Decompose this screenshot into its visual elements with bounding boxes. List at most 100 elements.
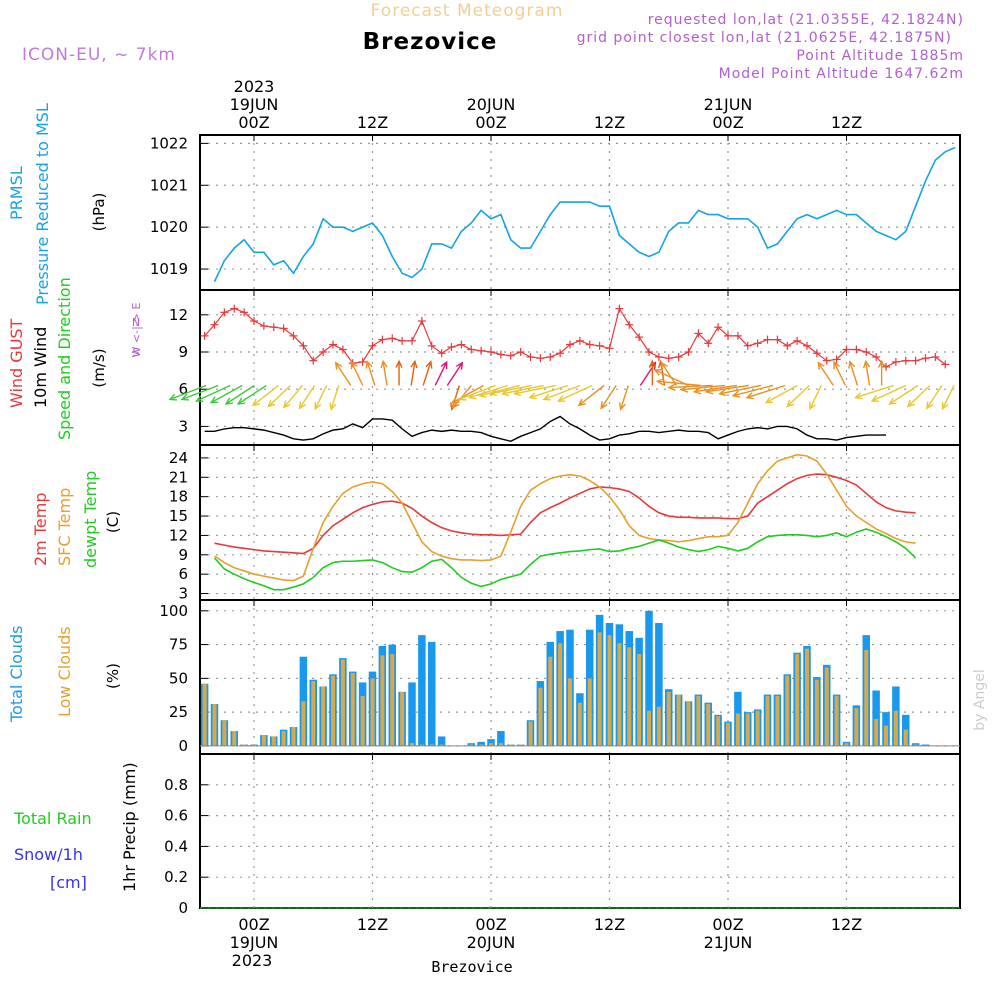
low-cloud-bar [212,704,217,746]
wind-arrow-head [667,383,676,391]
wind-arrow-head [528,392,537,400]
wind-arrow-head [329,402,337,411]
low-cloud-bar [518,744,523,746]
total-cloud-bar [921,744,930,746]
wind-arrow-head [298,401,306,410]
wind-arrow-head [512,388,522,397]
panel-precip: 0 0.2 0.4 0.6 0.8 Total Rain Snow/1h [cm] 1hr Pr… [13,753,961,917]
low-cloud-bar [735,713,740,746]
wind-arrow-head [314,401,322,411]
wind-arrow [169,384,207,401]
low-cloud-bar [400,691,405,746]
total-cloud-bar [655,622,663,746]
wind-arrow [694,384,737,393]
compass-n: N [132,316,140,329]
bottom-year-label: 2023 [232,951,273,970]
wind-arrow-head [440,360,448,370]
low-cloud-bar [331,675,335,746]
wind-arrow-head [848,360,856,369]
low-cloud-bar [617,643,622,746]
wind-arrow-head [168,393,177,401]
wind-arrow-head [180,393,190,401]
low-cloud-bar [893,710,898,746]
wind-arrow [196,384,231,402]
wind-direction-label: Speed and Direction [55,277,74,440]
info-altitude: Point Altitude 1885m [796,48,964,64]
wind-arrow-head [194,395,204,402]
y-tick-label: 24 [169,449,188,467]
y-tick-label: 6 [178,380,188,398]
wind-arrow-head [941,401,949,411]
wind-arrow-head [653,369,662,376]
bottom-tick-label: 12Z [831,915,862,934]
low-cloud-bar [410,743,414,746]
top-tick-label: 00Z [475,113,506,132]
low-cloud-bar [321,686,326,746]
wind-arrow [558,384,593,402]
wind-arrow [350,361,364,386]
panel-clouds: 0 25 50 75 100 Total Clouds Low Clouds (%) [7,599,961,755]
y-tick-label: 9 [178,546,188,564]
footer-location: Brezovice [431,958,512,976]
y-tick-label: 0.4 [164,837,188,855]
compass-we: W <-|-> E [130,303,143,358]
low-cloud-bar [232,731,237,746]
dewpt-line [213,528,917,591]
y-tick-label: 1021 [150,176,188,194]
bottom-tick-label: 00Z [238,915,269,934]
wind-arrow [298,385,316,409]
wind-arrow-head [600,401,608,410]
wind-arrow-head [863,359,871,369]
low-cloud-bar [301,701,306,746]
total-cloud-bar [428,641,436,746]
wind-arrow [283,385,304,408]
wind-arrow-head [906,399,915,408]
total-cloud-bar [437,736,446,746]
wind-arrow [746,384,786,399]
bottom-tick-label: 12Z [594,915,625,934]
wind-arrow [410,361,416,386]
y-tick-label: 1020 [150,218,188,236]
y-tick-label: 1019 [150,260,188,278]
top-date-label: 19JUN [230,95,279,114]
y-tick-label: 0 [178,737,188,755]
low-cloud-bar [439,744,444,746]
wind-arrow [668,384,713,389]
low-cloud-bar [913,744,918,746]
temp2m-label: 2m Temp [31,493,50,567]
top-tick-label: 12Z [594,113,625,132]
y-tick-label: 12 [169,526,188,544]
low-cloud-bar [242,744,247,746]
wind-arrow [809,385,822,410]
low-cloud-bar [814,679,819,746]
wind-arrow [479,384,520,397]
wind-arrow [237,384,267,405]
wind-arrow-head [833,360,840,370]
low-cloud-bar [587,678,592,746]
temp2m-line [214,473,916,555]
wind-arrow-head [478,390,487,398]
wind-arrow-head [450,396,460,404]
clouds-unit: (%) [104,663,122,689]
low-cloud-bar [666,691,671,746]
low-cloud-bar [528,721,533,746]
top-tick-label: 12Z [831,113,862,132]
low-cloud-bar [844,743,849,746]
low-cloud-bar [686,701,691,746]
wind-arrow-head [731,390,741,398]
gust-label: Wind GUST [7,318,26,408]
wind-arrow-head [500,388,510,397]
wind-arrow-head [425,360,433,369]
low-cloud-bar [676,694,681,746]
wind-arrow [578,384,605,406]
wind-arrow-head [251,398,261,407]
wind-arrow [907,384,931,407]
y-tick-label: 25 [169,703,188,721]
total-cloud-bar [497,731,505,746]
model-label: ICON-EU, ~ 7km [22,45,176,65]
low-cloud-bar [785,675,790,746]
wind-arrow [382,361,388,386]
wind10m-label: 10m Wind [31,327,50,408]
